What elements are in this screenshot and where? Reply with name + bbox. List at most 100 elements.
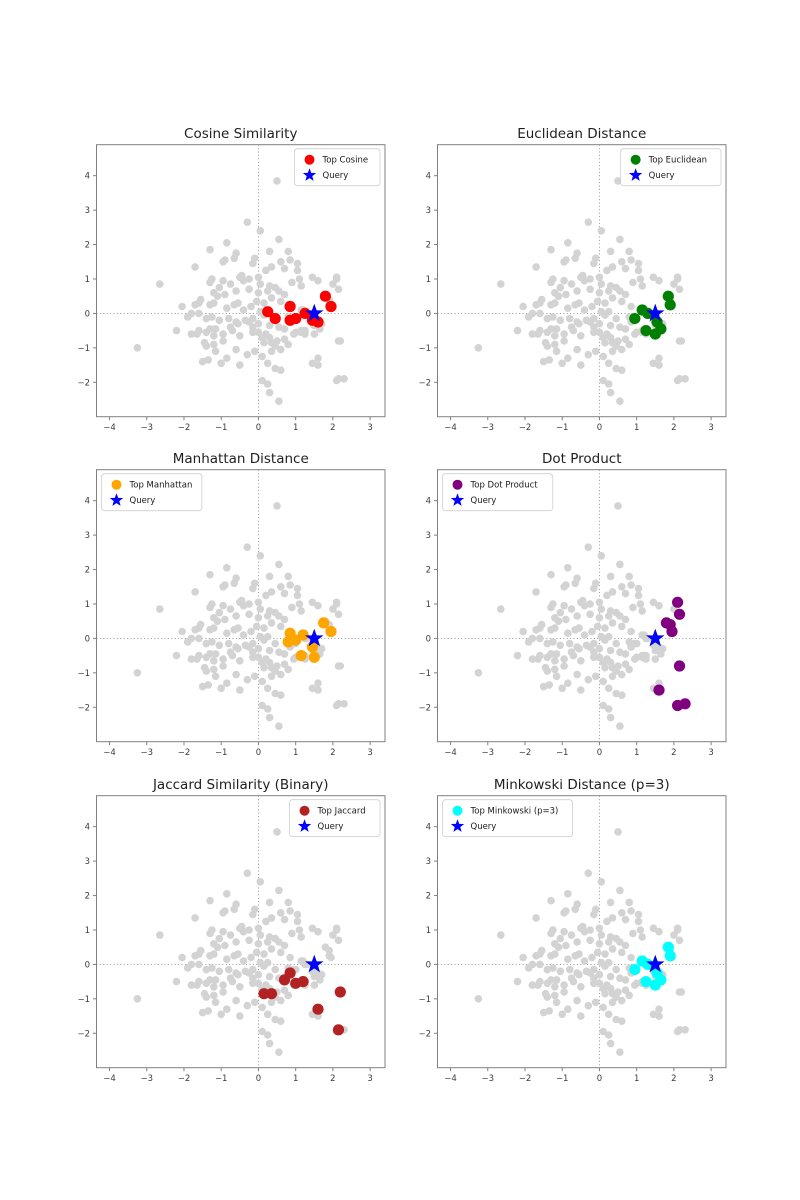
background-point	[193, 330, 201, 338]
legend: Top Manhattan Query	[101, 473, 203, 512]
highlight-point	[662, 290, 674, 302]
plot-border	[96, 469, 386, 743]
background-point	[263, 632, 272, 641]
background-point	[299, 957, 307, 965]
legend-query-label: Query	[648, 171, 674, 181]
background-point	[587, 302, 596, 311]
background-point	[256, 552, 265, 560]
background-point	[626, 627, 635, 636]
background-point	[533, 981, 542, 989]
x-tick-label: 2	[671, 423, 676, 433]
highlight-point	[673, 608, 685, 620]
background-point	[263, 684, 272, 693]
background-point	[598, 677, 607, 686]
background-point	[293, 259, 302, 268]
background-point	[572, 612, 581, 620]
background-point	[528, 330, 536, 338]
background-point	[606, 713, 614, 722]
background-point	[639, 631, 648, 639]
background-point	[546, 570, 555, 579]
background-point	[263, 359, 272, 368]
background-point	[286, 907, 294, 915]
y-tick-label: 2	[425, 241, 430, 251]
y-tick-label: 3	[85, 206, 90, 216]
background-point	[634, 259, 642, 268]
background-point	[580, 601, 588, 610]
background-point	[275, 722, 283, 730]
background-point	[277, 948, 285, 957]
background-point	[195, 624, 203, 632]
background-point	[249, 328, 257, 337]
background-point	[332, 598, 341, 607]
background-point	[295, 926, 304, 934]
background-point	[557, 684, 566, 693]
highlight-point	[334, 986, 346, 998]
y-tick-label: 2	[425, 892, 430, 902]
y-tick-label: 1	[85, 926, 90, 936]
background-point	[210, 983, 218, 991]
background-point	[258, 352, 266, 361]
background-point	[602, 917, 611, 926]
background-point	[554, 943, 562, 951]
background-point	[262, 266, 270, 275]
background-point	[232, 612, 240, 620]
highlight-point	[284, 300, 296, 313]
background-point	[219, 927, 227, 936]
background-point	[654, 276, 663, 285]
background-point	[604, 359, 612, 368]
background-point	[219, 988, 227, 996]
background-point	[223, 890, 231, 898]
background-point	[232, 345, 240, 354]
background-point	[250, 905, 259, 914]
background-point	[183, 313, 192, 321]
background-point	[310, 981, 319, 989]
background-point	[561, 941, 570, 950]
background-point	[265, 388, 274, 397]
background-point	[221, 615, 229, 624]
y-tick-label: −1	[418, 669, 431, 679]
highlight-point	[325, 625, 337, 638]
background-point	[277, 996, 285, 1005]
background-point	[191, 263, 199, 271]
background-point	[559, 981, 568, 989]
background-point	[496, 931, 505, 939]
background-point	[652, 643, 661, 651]
x-tick-label: −2	[518, 1074, 531, 1084]
background-point	[593, 622, 601, 631]
background-point	[297, 933, 305, 941]
background-point	[565, 314, 573, 323]
y-tick-label: 2	[425, 566, 430, 576]
x-tick-label: −3	[481, 748, 494, 758]
background-point	[254, 598, 263, 607]
background-point	[675, 285, 683, 294]
background-point	[563, 354, 572, 362]
background-point	[611, 1015, 620, 1024]
background-point	[280, 615, 289, 624]
background-point	[219, 601, 227, 610]
background-point	[271, 364, 279, 373]
background-point	[329, 605, 337, 613]
background-point	[543, 667, 551, 675]
background-point	[223, 564, 231, 572]
highlight-point	[297, 629, 309, 641]
background-point	[275, 560, 283, 569]
background-point	[293, 584, 302, 593]
background-point	[543, 653, 551, 662]
background-point	[591, 998, 599, 1007]
background-point	[210, 299, 218, 307]
background-point	[260, 624, 268, 632]
background-point	[546, 603, 555, 612]
background-point	[673, 273, 681, 282]
background-point	[602, 266, 611, 275]
background-point	[288, 278, 296, 287]
background-point	[204, 681, 212, 689]
background-point	[250, 254, 259, 263]
background-point	[595, 653, 603, 662]
background-point	[310, 330, 319, 338]
background-point	[584, 218, 592, 226]
background-point	[624, 991, 633, 1000]
x-tick-label: −2	[518, 748, 531, 758]
background-point	[228, 977, 237, 986]
x-tick-label: 1	[633, 1074, 638, 1084]
legend-query-label: Query	[470, 496, 496, 506]
